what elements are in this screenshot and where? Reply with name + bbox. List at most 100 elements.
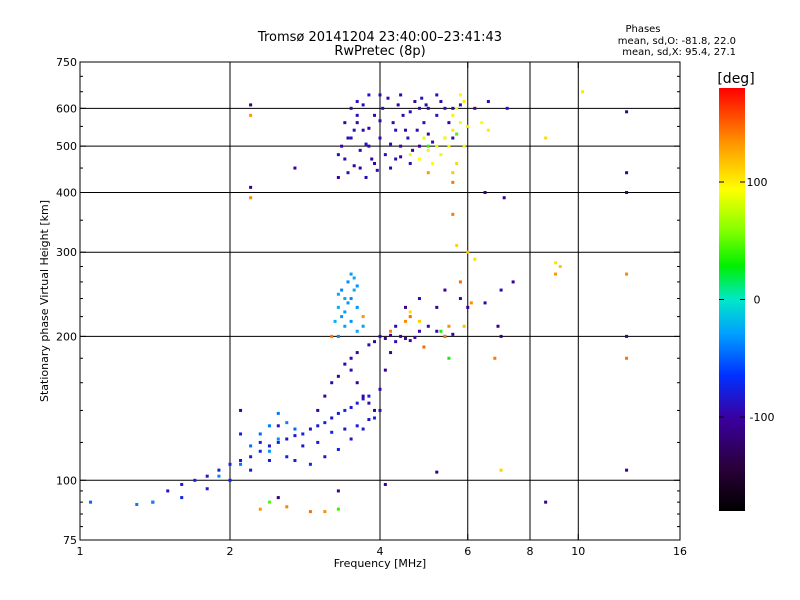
data-point-s6-18 bbox=[443, 334, 447, 338]
data-point-s0-11 bbox=[399, 144, 403, 148]
data-point-s3-39 bbox=[511, 280, 515, 284]
data-point-s4-46 bbox=[373, 416, 377, 420]
data-point-s0-21 bbox=[443, 106, 447, 110]
data-point-s6-0 bbox=[249, 113, 253, 117]
colorbar-tick-label--100: -100 bbox=[750, 411, 775, 424]
data-point-s2-6 bbox=[355, 305, 359, 309]
data-point-s8-8 bbox=[462, 324, 466, 328]
data-point-s0-57 bbox=[435, 93, 439, 97]
data-point-s0-61 bbox=[473, 106, 477, 110]
data-point-s1-17 bbox=[462, 144, 466, 148]
data-point-s7-5 bbox=[625, 171, 629, 175]
data-point-s3-22 bbox=[451, 332, 455, 336]
data-point-s0-54 bbox=[408, 161, 412, 165]
data-point-s7-0 bbox=[249, 103, 253, 107]
data-point-s2-2 bbox=[343, 297, 347, 301]
data-point-s2-12 bbox=[346, 301, 350, 305]
data-point-s0-17 bbox=[426, 132, 430, 136]
y-tick-label-75: 75 bbox=[63, 534, 77, 547]
data-point-s0-68 bbox=[389, 142, 393, 146]
data-point-s9-3 bbox=[439, 329, 443, 333]
data-point-s4-10 bbox=[276, 440, 280, 444]
data-point-s3-38 bbox=[499, 288, 503, 292]
data-point-s3-1 bbox=[323, 394, 327, 398]
data-point-s1-7 bbox=[458, 93, 462, 97]
data-point-s2-14 bbox=[349, 297, 353, 301]
y-axis-label: Stationary phase Virtual Height [km] bbox=[38, 200, 51, 402]
data-point-s0-50 bbox=[358, 166, 362, 170]
data-point-s8-6 bbox=[473, 257, 477, 261]
data-point-s0-35 bbox=[406, 136, 410, 140]
data-point-s4-37 bbox=[239, 432, 243, 436]
data-point-s3-2 bbox=[330, 381, 334, 385]
data-point-s0-36 bbox=[411, 148, 415, 152]
data-point-s4-6 bbox=[239, 458, 243, 462]
y-tick-label-400: 400 bbox=[56, 186, 77, 199]
data-point-s1-8 bbox=[462, 100, 466, 104]
data-point-s2-15 bbox=[343, 310, 347, 314]
data-point-s7-13 bbox=[239, 408, 243, 412]
data-point-s4-29 bbox=[316, 440, 320, 444]
data-point-s4-25 bbox=[249, 468, 253, 472]
y-tick-label-200: 200 bbox=[56, 330, 77, 343]
data-point-s5-10 bbox=[217, 474, 221, 478]
data-point-s5-2 bbox=[151, 500, 155, 504]
data-point-s0-22 bbox=[447, 121, 451, 125]
data-point-s8-0 bbox=[581, 90, 585, 94]
data-point-s5-11 bbox=[293, 427, 297, 431]
x-tick-label-1: 1 bbox=[77, 545, 84, 558]
data-point-s6-19 bbox=[422, 345, 426, 349]
data-point-s3-29 bbox=[349, 356, 353, 360]
data-point-s3-31 bbox=[403, 305, 407, 309]
data-point-s7-9 bbox=[544, 500, 548, 504]
data-point-s0-59 bbox=[451, 106, 455, 110]
data-point-s4-7 bbox=[249, 455, 253, 459]
data-point-s7-12 bbox=[496, 324, 500, 328]
data-point-s0-3 bbox=[355, 121, 359, 125]
data-point-s0-44 bbox=[373, 161, 377, 165]
data-point-s0-9 bbox=[389, 166, 393, 170]
data-point-s3-17 bbox=[413, 335, 417, 339]
data-point-s0-25 bbox=[352, 164, 356, 168]
data-point-s4-14 bbox=[308, 427, 312, 431]
data-point-s0-27 bbox=[364, 142, 368, 146]
data-point-s0-5 bbox=[367, 93, 371, 97]
data-point-s7-11 bbox=[499, 334, 503, 338]
data-point-s0-53 bbox=[399, 93, 403, 97]
y-tick-label-500: 500 bbox=[56, 140, 77, 153]
x-tick-label-16: 16 bbox=[673, 545, 687, 558]
x-tick-label-6: 6 bbox=[464, 545, 471, 558]
data-point-s4-20 bbox=[349, 405, 353, 409]
data-point-s0-28 bbox=[370, 157, 374, 161]
data-point-s4-23 bbox=[367, 394, 371, 398]
data-point-s6-22 bbox=[426, 171, 430, 175]
data-point-s3-30 bbox=[394, 324, 398, 328]
data-point-s1-10 bbox=[439, 153, 443, 157]
data-point-s4-22 bbox=[361, 397, 365, 401]
data-point-s5-3 bbox=[258, 432, 262, 436]
data-point-s0-32 bbox=[391, 121, 395, 125]
data-point-s6-8 bbox=[458, 280, 462, 284]
data-point-s4-28 bbox=[301, 444, 305, 448]
data-point-s1-14 bbox=[458, 121, 462, 125]
data-point-s3-36 bbox=[466, 305, 470, 309]
data-point-s6-7 bbox=[451, 212, 455, 216]
data-point-s3-14 bbox=[399, 334, 403, 338]
data-point-s2-4 bbox=[349, 272, 353, 276]
data-point-s7-4 bbox=[625, 110, 629, 114]
data-point-s4-19 bbox=[343, 408, 347, 412]
data-point-s6-6 bbox=[447, 324, 451, 328]
data-point-s4-41 bbox=[308, 462, 312, 466]
data-point-s4-34 bbox=[205, 487, 209, 491]
data-point-s2-10 bbox=[355, 329, 359, 333]
data-point-s0-69 bbox=[399, 155, 403, 159]
data-point-s8-10 bbox=[417, 319, 421, 323]
data-point-s0-45 bbox=[378, 93, 382, 97]
data-point-s2-8 bbox=[336, 305, 340, 309]
data-point-s4-21 bbox=[355, 401, 359, 405]
data-point-s0-51 bbox=[364, 175, 368, 179]
data-point-s0-24 bbox=[346, 171, 350, 175]
data-point-s3-5 bbox=[349, 368, 353, 372]
data-point-s4-15 bbox=[316, 424, 320, 428]
